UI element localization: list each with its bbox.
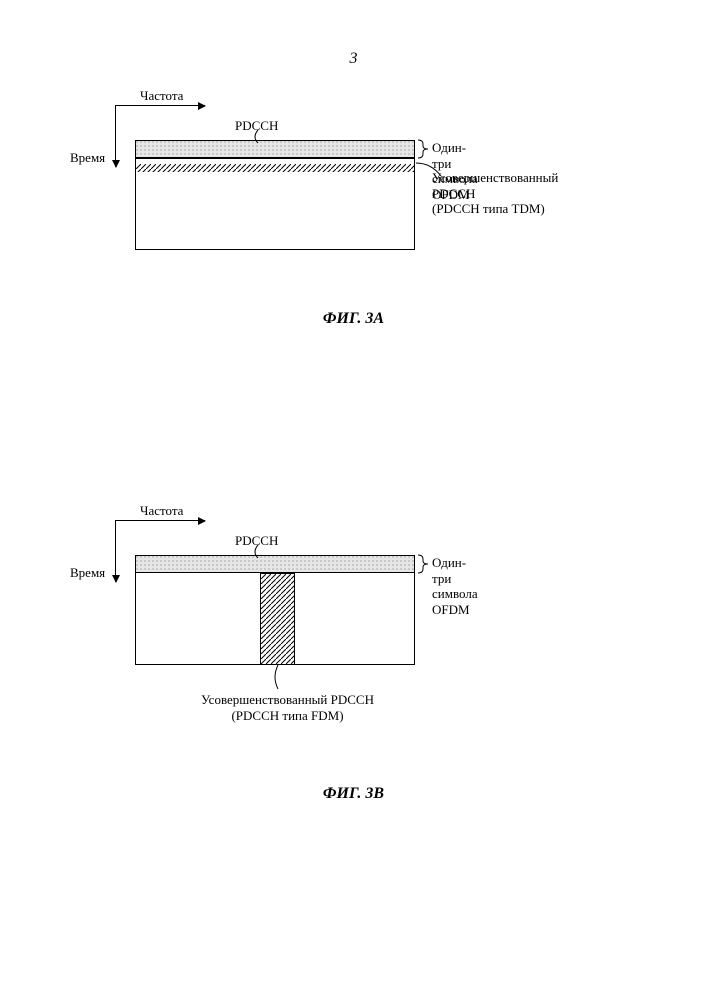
- ofdm-brace-3a: [416, 139, 430, 159]
- pdcch-region-3b: [135, 555, 415, 573]
- enh-line1-3b: Усовершенствованный PDCCH: [201, 692, 374, 707]
- enh-note-3b: Усовершенствованный PDCCH (PDCCH типа FD…: [195, 692, 380, 723]
- axis-corner-v-3a: [115, 105, 116, 127]
- page-number: 3: [0, 50, 707, 68]
- enh-line2-3b: (PDCCH типа FDM): [231, 708, 343, 723]
- freq-axis-label-3b: Частота: [140, 503, 183, 519]
- ofdm-brace-3b: [416, 554, 430, 574]
- freq-axis-label-3a: Частота: [140, 88, 183, 104]
- enh-leader-3b: [270, 665, 290, 690]
- pdcch-leader-3b: [250, 545, 270, 559]
- enh-line1-3a: Усовершенствованный PDCCH: [432, 170, 558, 201]
- caption-3a: ФИГ. 3A: [0, 310, 707, 328]
- ofdm-note-3b: Один-три символа OFDM: [432, 555, 478, 617]
- axis-corner-v-3b: [115, 520, 116, 542]
- caption-3b: ФИГ. 3B: [0, 785, 707, 803]
- page-number-text: 3: [350, 50, 358, 67]
- enh-note-3a: Усовершенствованный PDCCH (PDCCH типа TD…: [432, 170, 558, 217]
- time-axis-arrow-3b: [115, 542, 116, 582]
- freq-axis-arrow-3a: [115, 105, 205, 106]
- pdcch-leader-3a: [250, 130, 270, 144]
- freq-axis-arrow-3b: [115, 520, 205, 521]
- time-axis-arrow-3a: [115, 127, 116, 167]
- pdcch-region-3a: [135, 140, 415, 158]
- enhanced-pdcch-region-3a: [135, 158, 415, 168]
- enh-line2-3a: (PDCCH типа TDM): [432, 201, 545, 216]
- enhanced-pdcch-region-3b: [260, 573, 295, 665]
- time-axis-label-3b: Время: [70, 565, 105, 581]
- time-axis-label-3a: Время: [70, 150, 105, 166]
